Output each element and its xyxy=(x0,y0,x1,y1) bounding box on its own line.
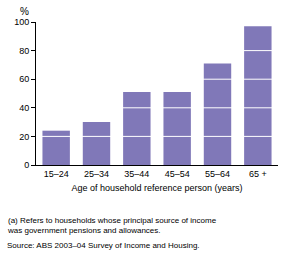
svg-text:40: 40 xyxy=(19,103,29,113)
svg-text:0: 0 xyxy=(24,160,29,170)
svg-text:35–44: 35–44 xyxy=(124,169,149,179)
svg-text:100: 100 xyxy=(14,17,29,27)
svg-text:60: 60 xyxy=(19,74,29,84)
svg-text:Source: ABS 2003–04 Survey of: Source: ABS 2003–04 Survey of Income and… xyxy=(7,241,200,250)
svg-text:%: % xyxy=(20,6,29,17)
svg-text:65 +: 65 + xyxy=(249,169,267,179)
svg-text:15–24: 15–24 xyxy=(44,169,69,179)
svg-text:20: 20 xyxy=(19,132,29,142)
svg-text:55–64: 55–64 xyxy=(205,169,230,179)
svg-text:45–54: 45–54 xyxy=(165,169,190,179)
svg-text:Age of household reference per: Age of household reference person (years… xyxy=(71,183,242,193)
svg-text:80: 80 xyxy=(19,46,29,56)
svg-text:(a) Refers to households whose: (a) Refers to households whose principal… xyxy=(7,216,217,235)
svg-text:25–34: 25–34 xyxy=(84,169,109,179)
